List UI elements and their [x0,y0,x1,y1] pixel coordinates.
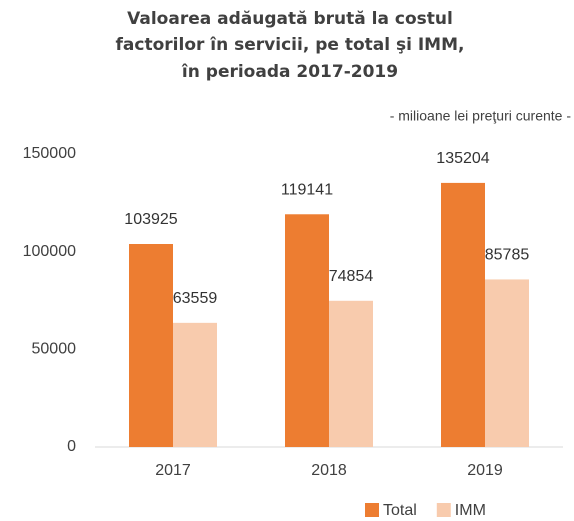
chart-title: în perioada 2017-2019 [181,62,398,82]
legend-label: Total [383,502,417,519]
chart-title: factorilor în servicii, pe total şi IMM, [116,35,465,55]
x-tick-label: 2017 [155,462,191,479]
chart-subtitle: - milioane lei preţuri curente - [390,108,572,124]
bar [329,300,373,447]
data-label: 85785 [485,247,530,264]
y-tick-label: 100000 [23,243,76,260]
y-tick-label: 150000 [23,145,76,162]
legend-swatch [365,503,379,517]
x-tick-label: 2018 [311,462,347,479]
bar [285,214,329,447]
data-label: 103925 [124,211,177,228]
data-label: 135204 [436,150,489,167]
bar [441,182,485,447]
legend-label: IMM [455,502,486,519]
bar [129,243,173,447]
data-label: 63559 [173,290,218,307]
legend-swatch [436,503,451,517]
x-tick-label: 2019 [467,462,503,479]
bar [485,279,529,447]
y-tick-label: 0 [67,438,76,455]
data-label: 119141 [281,181,333,198]
bar [173,322,217,447]
data-label: 74854 [329,268,374,285]
y-tick-label: 50000 [32,341,77,358]
chart-title: Valoarea adăugată brută la costul [127,9,453,29]
